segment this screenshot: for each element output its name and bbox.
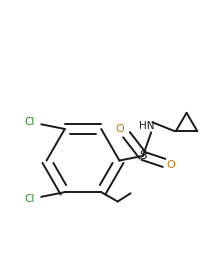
- Text: HN: HN: [139, 121, 154, 132]
- Text: O: O: [167, 160, 176, 170]
- Text: S: S: [139, 149, 147, 162]
- Text: Cl: Cl: [24, 118, 35, 127]
- Text: Cl: Cl: [24, 194, 35, 204]
- Text: O: O: [115, 124, 124, 134]
